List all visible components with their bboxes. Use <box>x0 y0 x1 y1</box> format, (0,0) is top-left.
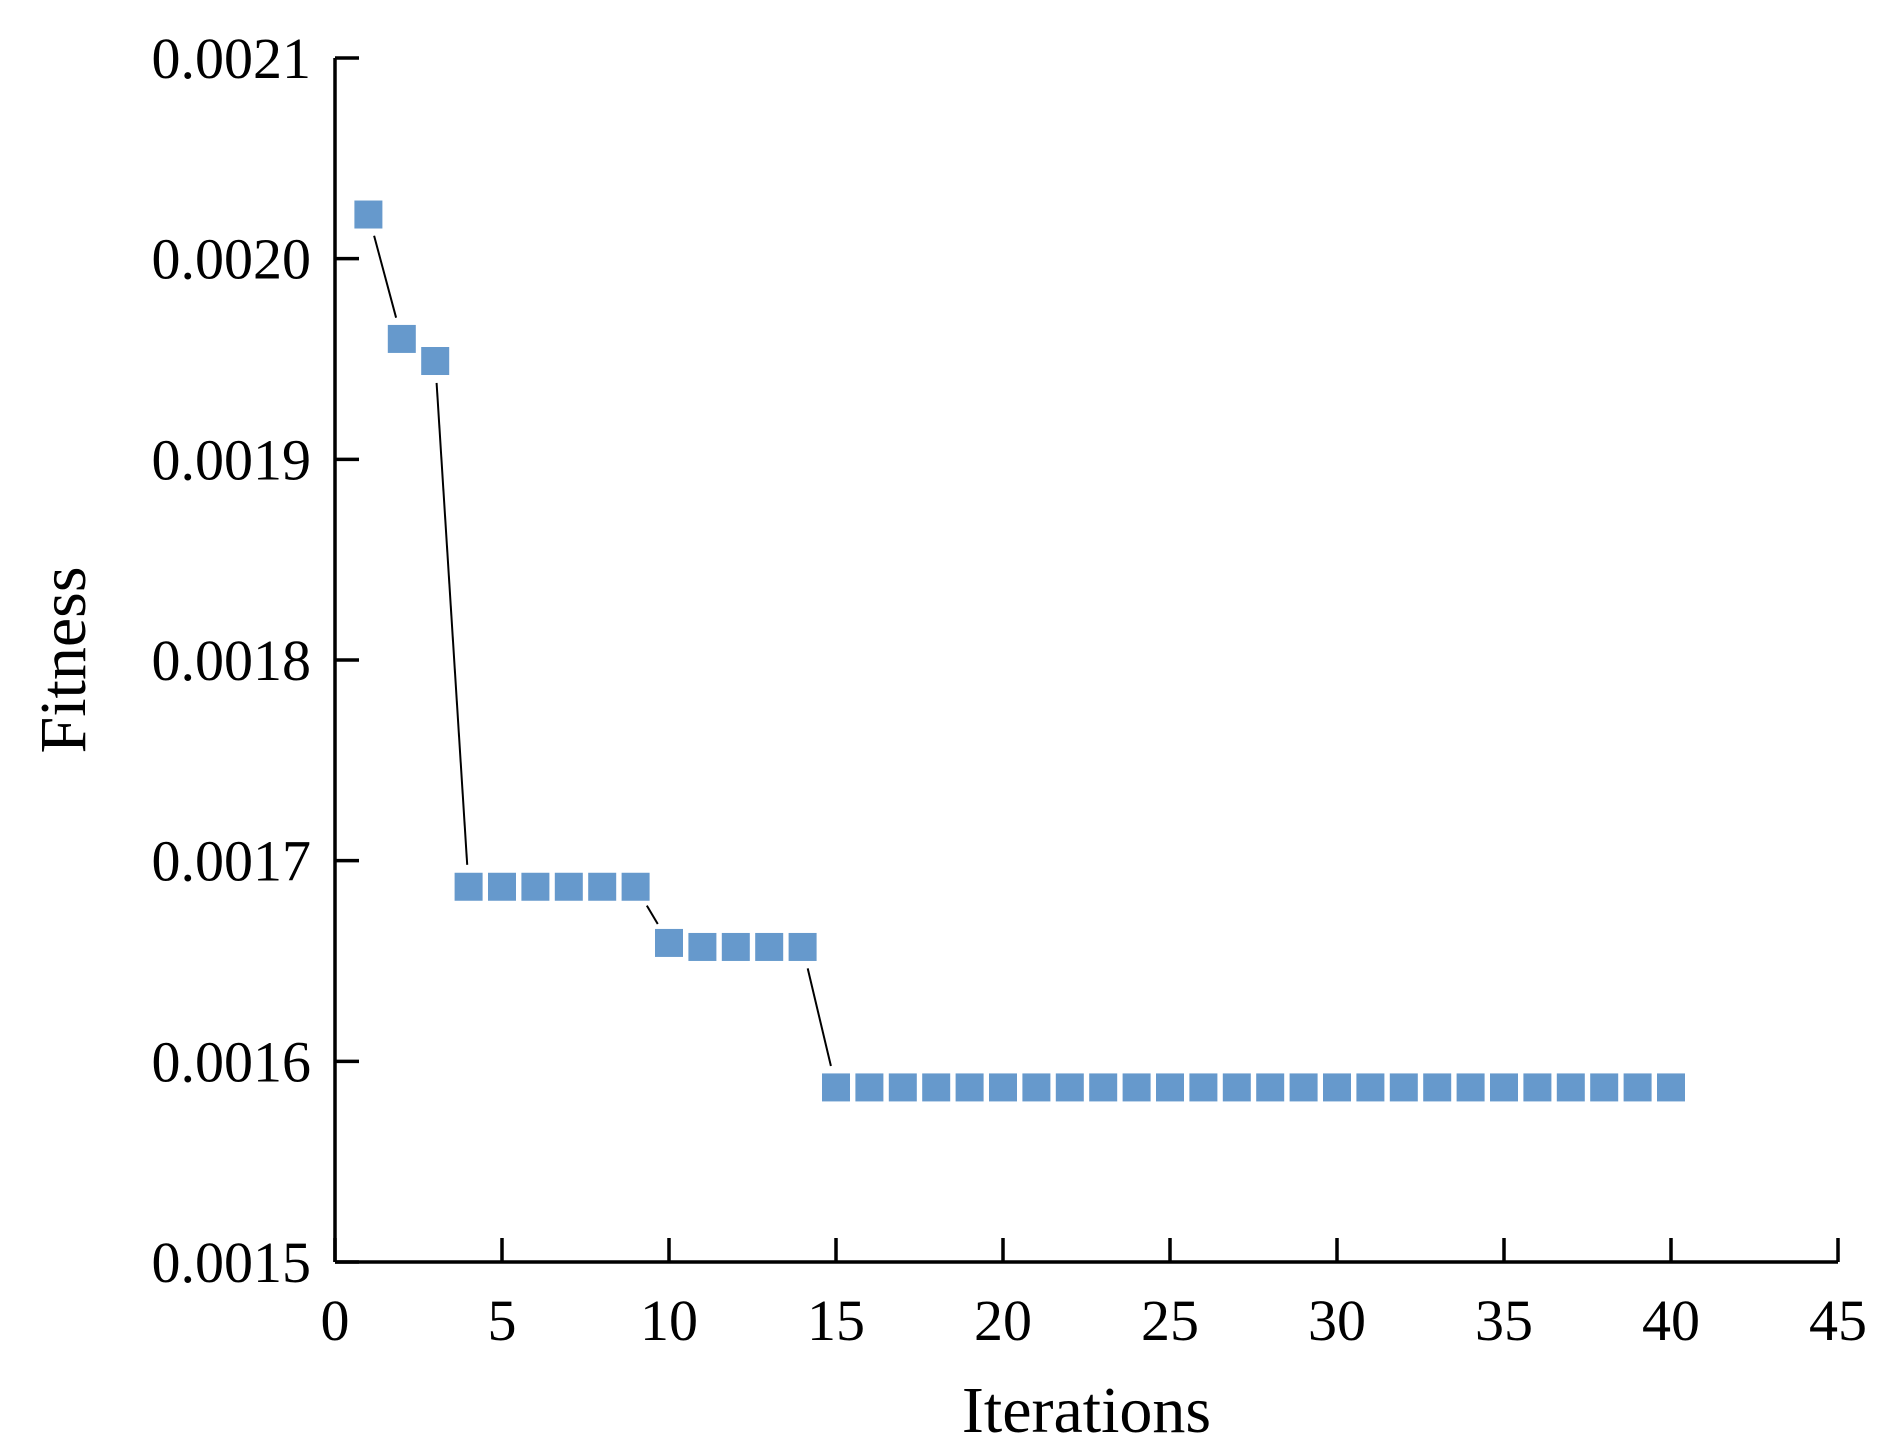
series-lines <box>373 235 832 1067</box>
x-tick-label: 20 <box>974 1288 1032 1353</box>
series-segment <box>806 968 832 1067</box>
data-point <box>822 1073 850 1102</box>
data-point <box>1657 1073 1685 1102</box>
x-tick-label: 25 <box>1141 1288 1199 1353</box>
data-point <box>1222 1073 1251 1102</box>
x-axis-title: Iterations <box>962 1374 1211 1447</box>
data-point <box>1389 1073 1418 1102</box>
y-tick-label: 0.0021 <box>152 26 312 91</box>
data-point <box>588 872 617 901</box>
x-tick-label: 10 <box>640 1288 698 1353</box>
x-tick-label: 30 <box>1308 1288 1366 1353</box>
series-segment <box>373 235 398 318</box>
y-tick-label: 0.0019 <box>152 427 312 492</box>
series-segment <box>435 382 469 865</box>
y-tick-label: 0.0015 <box>152 1230 312 1295</box>
data-point <box>1423 1073 1452 1102</box>
data-point <box>1590 1073 1619 1102</box>
data-point <box>688 932 717 961</box>
series-segment <box>645 905 659 925</box>
data-point <box>1523 1073 1552 1102</box>
data-point <box>554 872 583 901</box>
y-tick-label: 0.0020 <box>152 227 312 292</box>
y-tick-label: 0.0017 <box>152 829 312 894</box>
data-point <box>387 324 416 353</box>
data-point <box>1156 1073 1184 1102</box>
data-point <box>354 200 383 229</box>
data-point <box>1556 1073 1585 1102</box>
data-point <box>488 872 516 901</box>
data-point <box>1022 1073 1051 1102</box>
y-tick-label: 0.0018 <box>152 628 312 693</box>
data-point <box>454 872 483 901</box>
x-tick-label: 0 <box>321 1288 350 1353</box>
data-point <box>888 1073 917 1102</box>
data-point <box>655 928 683 957</box>
data-point <box>421 347 450 376</box>
x-tick-label: 5 <box>488 1288 517 1353</box>
data-point <box>922 1073 951 1102</box>
data-point <box>1089 1073 1118 1102</box>
data-point <box>755 932 784 961</box>
x-tick-label: 45 <box>1809 1288 1867 1353</box>
x-tick-label: 40 <box>1642 1288 1700 1353</box>
data-point <box>1189 1073 1218 1102</box>
data-point <box>1323 1073 1351 1102</box>
data-point <box>721 932 750 961</box>
data-point <box>1456 1073 1485 1102</box>
data-point <box>1289 1073 1318 1102</box>
data-point <box>1623 1073 1652 1102</box>
data-point <box>788 932 817 961</box>
data-point <box>1356 1073 1385 1102</box>
data-point <box>1122 1073 1151 1102</box>
data-point <box>1490 1073 1518 1102</box>
series-markers <box>354 200 1685 1102</box>
data-point <box>521 872 550 901</box>
data-point <box>955 1073 984 1102</box>
data-point <box>989 1073 1017 1102</box>
y-axis-title: Fitness <box>27 566 100 753</box>
data-point <box>855 1073 884 1102</box>
tick-marks <box>333 56 1840 1264</box>
data-point <box>621 872 650 901</box>
data-point <box>1256 1073 1285 1102</box>
data-point <box>1055 1073 1084 1102</box>
y-tick-label: 0.0016 <box>152 1029 312 1094</box>
x-tick-label: 15 <box>807 1288 865 1353</box>
tick-labels: 0.0015 0.0016 0.0017 0.0018 0.0019 0.0020 0.00… <box>152 26 1868 1353</box>
x-tick-label: 35 <box>1475 1288 1533 1353</box>
